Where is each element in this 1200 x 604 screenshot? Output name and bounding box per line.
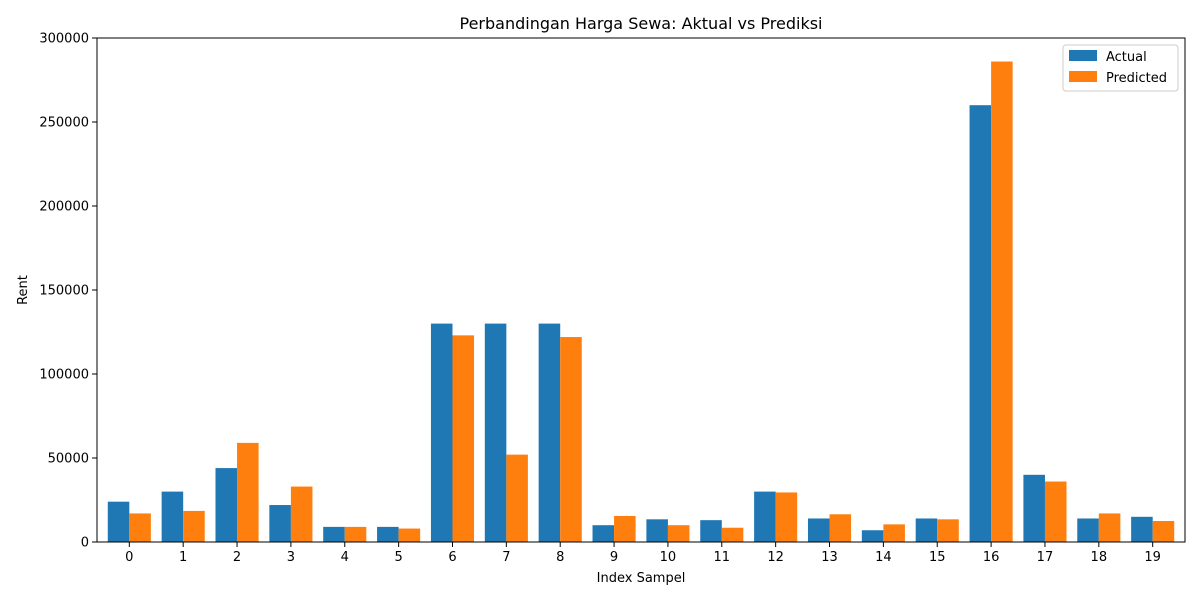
bar-predicted-9 bbox=[614, 515, 636, 542]
x-tick-label: 6 bbox=[448, 550, 456, 565]
bar-actual-11 bbox=[700, 520, 722, 542]
x-tick-label: 1 bbox=[179, 550, 187, 565]
chart-title: Perbandingan Harga Sewa: Aktual vs Predi… bbox=[459, 14, 822, 33]
x-tick-label: 12 bbox=[767, 550, 784, 565]
bar-actual-15 bbox=[915, 518, 938, 542]
bar-predicted-2 bbox=[237, 442, 259, 542]
bar-actual-1 bbox=[161, 491, 184, 542]
bar-predicted-3 bbox=[290, 486, 313, 542]
bar-predicted-10 bbox=[667, 525, 690, 542]
x-tick-label: 17 bbox=[1037, 550, 1054, 565]
legend-swatch-predicted bbox=[1069, 71, 1097, 82]
legend: Actual Predicted bbox=[1062, 44, 1179, 92]
x-axis-ticks: 0 1 2 3 4 5 6 7 8 9 10 11 12 13 14 15 16 17 18 19 bbox=[125, 542, 1161, 565]
legend-label-actual: Actual bbox=[1106, 50, 1147, 65]
x-tick-label: 18 bbox=[1091, 550, 1108, 565]
y-tick-label: 200000 bbox=[39, 200, 89, 215]
bar-actual-3 bbox=[269, 505, 291, 542]
y-axis-ticks: 0 50000 100000 150000 200000 250000 300000 bbox=[39, 32, 97, 551]
x-tick-label: 8 bbox=[556, 550, 564, 565]
axes-frame bbox=[96, 37, 1186, 543]
bar-actual-19 bbox=[1131, 516, 1153, 542]
bar-actual-10 bbox=[646, 519, 668, 542]
bar-predicted-17 bbox=[1044, 481, 1067, 542]
bar-actual-17 bbox=[1023, 474, 1045, 542]
bar-predicted-13 bbox=[829, 514, 852, 542]
bar-actual-12 bbox=[754, 491, 776, 542]
x-tick-label: 5 bbox=[394, 550, 402, 565]
bar-actual-2 bbox=[215, 468, 238, 542]
bar-predicted-18 bbox=[1098, 513, 1121, 542]
bar-actual-4 bbox=[323, 526, 345, 542]
bar-actual-5 bbox=[377, 526, 399, 542]
x-tick-label: 4 bbox=[341, 550, 349, 565]
legend-label-predicted: Predicted bbox=[1106, 71, 1167, 86]
bar-predicted-8 bbox=[560, 337, 582, 542]
bar-actual-16 bbox=[969, 105, 992, 542]
bar-predicted-5 bbox=[398, 528, 421, 542]
x-tick-label: 19 bbox=[1144, 550, 1161, 565]
bar-predicted-11 bbox=[721, 527, 744, 542]
x-tick-label: 0 bbox=[125, 550, 133, 565]
legend-swatch-actual bbox=[1069, 50, 1097, 61]
x-tick-label: 16 bbox=[983, 550, 1000, 565]
x-axis-label: Index Sampel bbox=[597, 571, 686, 586]
bars-layer bbox=[107, 61, 1175, 543]
x-tick-label: 11 bbox=[714, 550, 731, 565]
y-axis-label: Rent bbox=[16, 275, 31, 305]
bar-predicted-1 bbox=[183, 510, 205, 542]
x-tick-label: 9 bbox=[610, 550, 618, 565]
bar-actual-18 bbox=[1077, 518, 1099, 542]
y-tick-label: 250000 bbox=[39, 116, 89, 131]
x-tick-label: 10 bbox=[660, 550, 677, 565]
bar-actual-0 bbox=[107, 501, 130, 542]
bar-actual-6 bbox=[430, 323, 453, 542]
bar-predicted-4 bbox=[344, 526, 367, 542]
bar-predicted-6 bbox=[452, 335, 475, 542]
x-tick-label: 2 bbox=[233, 550, 241, 565]
bar-actual-8 bbox=[538, 323, 561, 542]
bar-predicted-19 bbox=[1152, 521, 1175, 542]
bar-actual-13 bbox=[807, 518, 830, 542]
bar-predicted-7 bbox=[506, 454, 528, 542]
x-tick-label: 13 bbox=[821, 550, 838, 565]
bar-actual-14 bbox=[861, 530, 884, 542]
bar-predicted-12 bbox=[775, 492, 798, 542]
bar-predicted-14 bbox=[883, 524, 905, 542]
x-tick-label: 7 bbox=[502, 550, 510, 565]
x-tick-label: 3 bbox=[287, 550, 295, 565]
bar-predicted-15 bbox=[937, 519, 959, 542]
x-tick-label: 15 bbox=[929, 550, 946, 565]
bar-predicted-16 bbox=[991, 61, 1013, 543]
y-tick-label: 150000 bbox=[39, 284, 89, 299]
y-tick-label: 300000 bbox=[39, 32, 89, 47]
y-tick-label: 0 bbox=[81, 536, 89, 551]
bar-predicted-0 bbox=[129, 513, 151, 542]
y-tick-label: 50000 bbox=[48, 452, 89, 467]
bar-actual-7 bbox=[484, 323, 507, 542]
x-tick-label: 14 bbox=[875, 550, 892, 565]
y-tick-label: 100000 bbox=[39, 368, 89, 383]
bar-actual-9 bbox=[592, 525, 615, 542]
